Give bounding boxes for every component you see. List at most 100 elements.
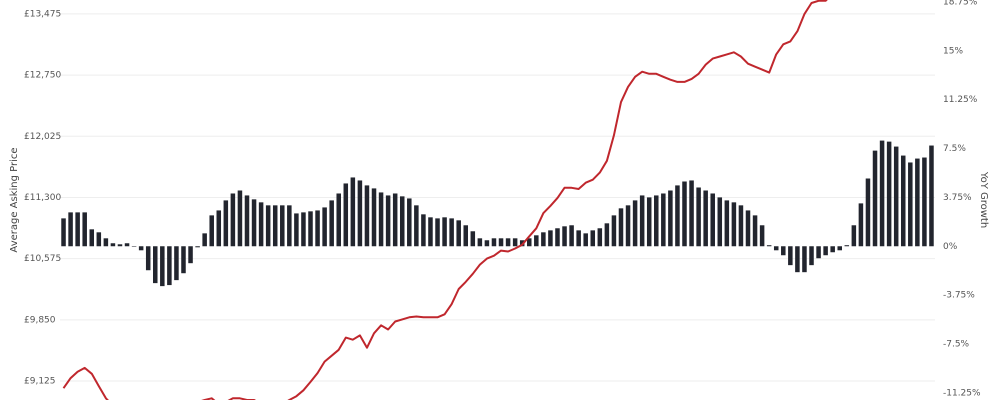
- bar: [131, 246, 137, 247]
- bar: [788, 246, 793, 266]
- bar: [421, 214, 426, 247]
- bar: [61, 218, 66, 247]
- bar: [809, 246, 814, 266]
- bar: [103, 238, 109, 247]
- bar: [216, 210, 222, 247]
- y2-tick-label: 11.25%: [943, 95, 978, 105]
- bar: [188, 246, 193, 264]
- bar: [301, 212, 306, 247]
- bar: [414, 205, 419, 247]
- y2-tick-label: 0%: [943, 242, 958, 252]
- bar: [639, 195, 645, 247]
- y-tick-label: £12,750: [24, 71, 61, 81]
- bar: [893, 146, 899, 247]
- bar: [865, 178, 871, 247]
- bar: [174, 246, 179, 281]
- bar: [385, 195, 391, 247]
- bar: [915, 158, 920, 247]
- y-axis-title: Average Asking Price: [9, 147, 20, 252]
- y2-tick-label: 18.75%: [943, 0, 978, 7]
- bar: [569, 225, 574, 247]
- bar: [336, 193, 341, 247]
- grid: [60, 1, 938, 394]
- bar: [703, 190, 708, 247]
- bar: [237, 190, 243, 247]
- bar: [858, 203, 864, 247]
- bar: [378, 192, 384, 247]
- bar: [195, 246, 200, 248]
- bar: [399, 196, 405, 247]
- bar: [534, 235, 539, 247]
- bar: [668, 190, 673, 247]
- price-line: [62, 0, 828, 400]
- y-tick-label: £10,575: [24, 254, 61, 264]
- bar: [548, 230, 553, 247]
- bar: [766, 245, 772, 247]
- bar: [82, 212, 87, 247]
- bar: [872, 150, 878, 247]
- bar: [541, 232, 546, 247]
- bar: [682, 181, 687, 247]
- y-tick-label: £12,025: [24, 132, 61, 142]
- bar: [96, 232, 102, 247]
- bar: [160, 246, 165, 287]
- y-tick-label: £9,125: [24, 377, 56, 387]
- bar: [357, 180, 363, 247]
- bar: [738, 205, 744, 247]
- bar: [505, 238, 511, 247]
- bar: [209, 215, 214, 247]
- bar: [879, 140, 885, 247]
- bar: [576, 230, 581, 247]
- bar: [343, 183, 349, 247]
- plot-area: [61, 0, 934, 400]
- bar: [562, 226, 567, 247]
- bar: [491, 238, 497, 247]
- bar: [696, 187, 701, 247]
- bar: [308, 211, 313, 247]
- bar: [287, 205, 292, 247]
- bar: [830, 246, 835, 253]
- bar: [470, 231, 476, 247]
- bar: [294, 213, 299, 247]
- bar: [265, 205, 271, 247]
- bar: [75, 212, 80, 247]
- bar: [886, 141, 892, 247]
- bar: [583, 233, 588, 247]
- bar: [280, 205, 285, 247]
- bar: [689, 180, 694, 247]
- y2-tick-label: -11.25%: [943, 388, 981, 398]
- bar: [512, 238, 518, 247]
- bar: [463, 225, 469, 247]
- bar: [153, 246, 158, 284]
- bar: [230, 193, 236, 247]
- bar: [364, 185, 370, 247]
- y2-tick-label: 15%: [943, 46, 963, 56]
- bar: [851, 225, 857, 247]
- bar: [322, 207, 327, 247]
- y-tick-label: £13,475: [24, 9, 61, 19]
- y2-tick-label: -7.5%: [943, 339, 970, 349]
- bar: [89, 229, 95, 247]
- bar: [724, 200, 730, 247]
- bar: [68, 212, 73, 247]
- bar: [167, 246, 172, 286]
- bar: [244, 195, 250, 247]
- bar: [258, 202, 264, 247]
- bar: [837, 246, 842, 251]
- bar: [781, 246, 786, 256]
- bar: [604, 223, 610, 247]
- bar: [661, 193, 666, 247]
- bar: [477, 238, 483, 247]
- bar: [646, 197, 652, 247]
- bar: [823, 246, 828, 256]
- y2-axis-title: YoY Growth: [978, 171, 989, 228]
- bar: [675, 185, 680, 247]
- bar: [625, 205, 631, 247]
- bar: [632, 200, 638, 247]
- bar: [922, 157, 927, 247]
- bar: [908, 162, 913, 247]
- bar: [449, 218, 454, 247]
- bar: [456, 220, 461, 247]
- bar: [773, 246, 779, 251]
